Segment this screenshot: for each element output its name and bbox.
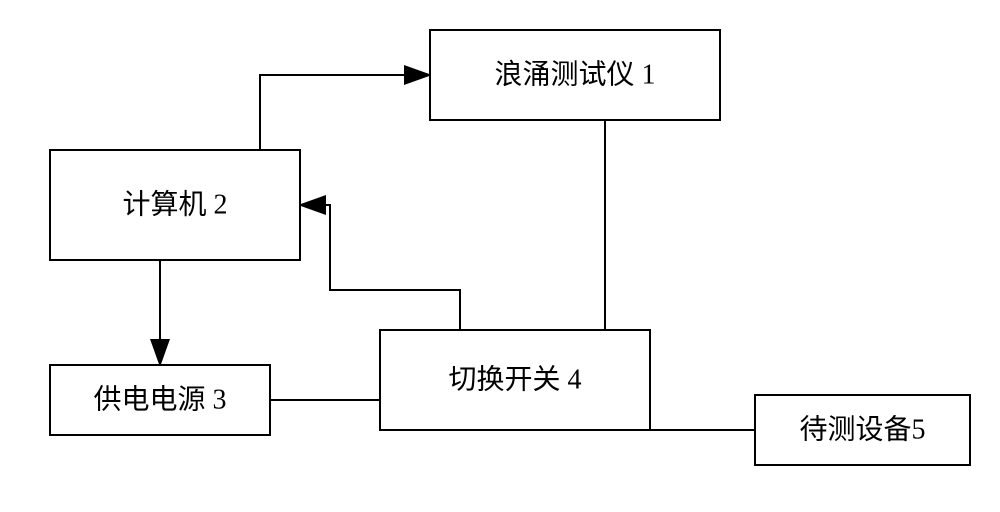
- node-n1: 浪涌测试仪 1: [430, 30, 720, 120]
- node-n2: 计算机 2: [50, 150, 300, 260]
- nodes-layer: 浪涌测试仪 1 计算机 2 供电电源 3 切换开关 4 待测设备5: [50, 30, 970, 465]
- node-label-n3: 供电电源 3: [93, 383, 226, 415]
- edge-n2-n1: [260, 75, 430, 150]
- node-label-n4: 切换开关 4: [448, 363, 581, 395]
- node-label-n5: 待测设备5: [799, 413, 925, 445]
- node-label-n2: 计算机 2: [122, 188, 227, 220]
- node-n5: 待测设备5: [755, 395, 970, 465]
- node-n4: 切换开关 4: [380, 330, 650, 430]
- node-n3: 供电电源 3: [50, 365, 270, 435]
- node-label-n1: 浪涌测试仪 1: [494, 58, 655, 90]
- block-diagram: 浪涌测试仪 1 计算机 2 供电电源 3 切换开关 4 待测设备5: [0, 0, 1000, 512]
- edge-n4-n2: [300, 205, 460, 330]
